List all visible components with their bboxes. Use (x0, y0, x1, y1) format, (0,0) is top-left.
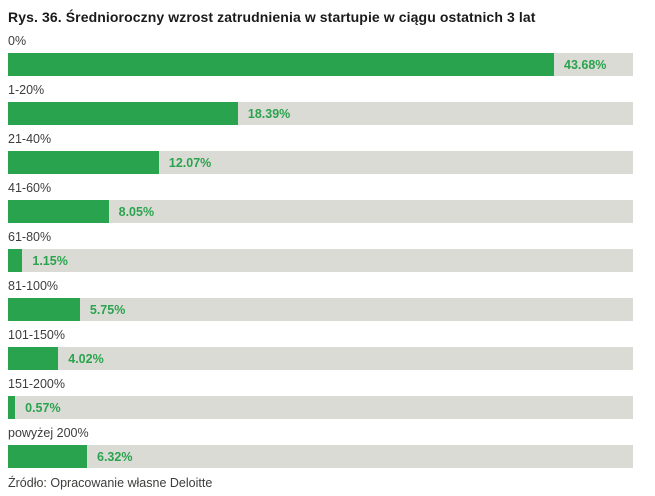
bar-value-label: 6.32% (97, 449, 133, 464)
bar-fill (8, 151, 159, 174)
bar-value-label: 4.02% (68, 351, 104, 366)
bar-row: 0% 43.68% (8, 34, 633, 76)
chart-title: Rys. 36. Średnioroczny wzrost zatrudnien… (8, 9, 536, 25)
bar-track: 18.39% (8, 102, 633, 125)
bar-track: 1.15% (8, 249, 633, 272)
bar-value-label: 43.68% (564, 57, 607, 72)
bar-fill (8, 200, 109, 223)
source-note: Źródło: Opracowanie własne Deloitte (8, 476, 213, 490)
bar-category-label: powyżej 200% (8, 426, 89, 440)
bar-track: 6.32% (8, 445, 633, 468)
bar-fill (8, 347, 59, 370)
bar-fill (8, 396, 16, 419)
bar-row: 151-200% 0.57% (8, 377, 633, 419)
bar-value-label: 18.39% (247, 106, 291, 121)
bar-track: 4.02% (8, 347, 633, 370)
bar-value-label: 8.05% (118, 204, 155, 219)
bar-category-label: 1-20% (8, 83, 45, 97)
bar-row: 61-80% 1.15% (8, 230, 633, 272)
bar-row: 101-150% 4.02% (8, 328, 633, 370)
bar-row: powyżej 200% 6.32% (8, 426, 633, 468)
bar-row: 1-20% 18.39% (8, 83, 633, 125)
bar-fill (8, 53, 554, 76)
bar-fill (8, 445, 87, 468)
bar-value-label: 12.07% (168, 155, 212, 170)
bar-track: 8.05% (8, 200, 633, 223)
bar-fill (8, 298, 80, 321)
bar-track: 12.07% (8, 151, 633, 174)
bar-fill (8, 102, 238, 125)
bar-category-label: 61-80% (8, 230, 52, 244)
bar-row: 41-60% 8.05% (8, 181, 633, 223)
bar-chart: 0% 43.68% 1-20% 18.39% 21-40% 12.07% 41-… (8, 34, 633, 468)
bar-track: 43.68% (8, 53, 633, 76)
bar-row: 81-100% 5.75% (8, 279, 633, 321)
bar-category-label: 81-100% (8, 279, 59, 293)
bar-category-label: 101-150% (8, 328, 65, 342)
bar-value-label: 1.15% (32, 253, 68, 268)
bar-category-label: 41-60% (8, 181, 52, 195)
bar-category-label: 21-40% (8, 132, 52, 146)
bar-fill (8, 249, 23, 272)
bar-value-label: 0.57% (25, 400, 61, 415)
bar-value-label: 5.75% (89, 302, 126, 317)
bar-category-label: 151-200% (8, 377, 65, 391)
bar-row: 21-40% 12.07% (8, 132, 633, 174)
bar-track: 0.57% (8, 396, 633, 419)
bar-track: 5.75% (8, 298, 633, 321)
bar-category-label: 0% (8, 34, 27, 48)
